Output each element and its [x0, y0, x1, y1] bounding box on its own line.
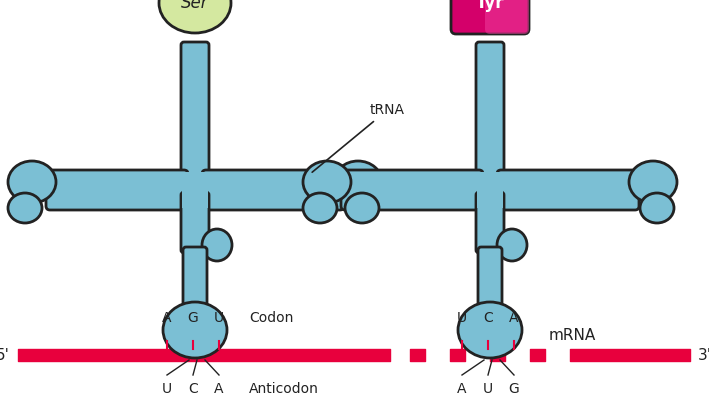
FancyBboxPatch shape: [341, 170, 483, 210]
FancyBboxPatch shape: [476, 42, 504, 188]
FancyBboxPatch shape: [182, 172, 208, 208]
Text: Anticodon: Anticodon: [249, 382, 319, 393]
Ellipse shape: [8, 161, 56, 203]
Text: C: C: [483, 311, 493, 325]
Text: U: U: [483, 382, 493, 393]
Text: G: G: [508, 382, 520, 393]
Ellipse shape: [640, 193, 674, 223]
Ellipse shape: [202, 229, 232, 261]
FancyBboxPatch shape: [477, 172, 503, 208]
Text: U: U: [214, 311, 224, 325]
Ellipse shape: [334, 161, 382, 203]
Text: Tyr: Tyr: [476, 0, 504, 12]
Text: C: C: [188, 382, 198, 393]
FancyBboxPatch shape: [183, 247, 207, 313]
Ellipse shape: [163, 302, 227, 358]
Ellipse shape: [8, 193, 42, 223]
Ellipse shape: [458, 302, 522, 358]
FancyBboxPatch shape: [451, 0, 529, 34]
FancyBboxPatch shape: [476, 192, 504, 253]
Text: A: A: [214, 382, 224, 393]
FancyBboxPatch shape: [46, 170, 188, 210]
Text: Ser: Ser: [182, 0, 209, 12]
Text: U: U: [457, 311, 467, 325]
FancyBboxPatch shape: [202, 170, 344, 210]
Text: tRNA: tRNA: [312, 103, 405, 172]
Ellipse shape: [303, 193, 337, 223]
Ellipse shape: [629, 161, 677, 203]
FancyBboxPatch shape: [497, 170, 639, 210]
FancyBboxPatch shape: [181, 42, 209, 188]
Text: 5': 5': [0, 347, 10, 362]
Text: A: A: [457, 382, 467, 393]
Text: 3': 3': [698, 347, 709, 362]
Text: U: U: [162, 382, 172, 393]
FancyBboxPatch shape: [478, 247, 502, 313]
Text: A: A: [509, 311, 519, 325]
Ellipse shape: [303, 161, 351, 203]
Ellipse shape: [159, 0, 231, 33]
Ellipse shape: [345, 193, 379, 223]
Text: mRNA: mRNA: [549, 327, 596, 343]
Text: Codon: Codon: [249, 311, 294, 325]
Text: G: G: [188, 311, 199, 325]
FancyBboxPatch shape: [485, 0, 529, 34]
FancyBboxPatch shape: [181, 192, 209, 253]
Text: A: A: [162, 311, 172, 325]
Ellipse shape: [497, 229, 527, 261]
